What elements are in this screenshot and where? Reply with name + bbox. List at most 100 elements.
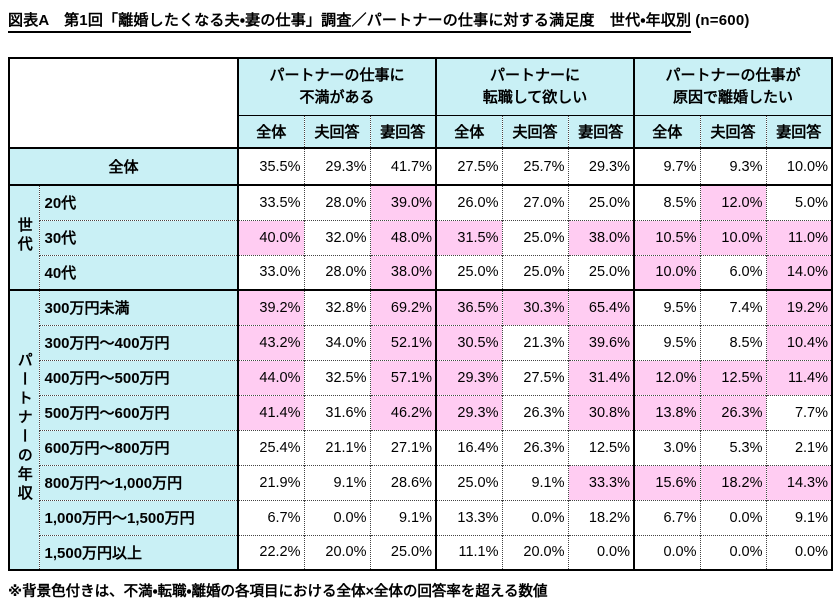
figure-title: 図表A 第1回「離婚したくなる夫・妻の仕事」調査／パートナーの仕事に対する満足度… (8, 9, 750, 33)
value-cell: 9.1% (501, 465, 568, 500)
group-header-line: パートナーの仕事に (269, 67, 405, 84)
section-header-label: パートナーの年収 (15, 352, 33, 504)
value-cell: 14.3% (765, 465, 832, 500)
table-body: 全体 35.5% 29.3% 41.7% 27.5% 25.7% 29.3% 9.7% 9.3%… (8, 148, 832, 570)
value-cell: 9.3% (699, 148, 766, 185)
value-cell: 41.4% (237, 395, 304, 430)
value-cell: 27.0% (501, 185, 568, 220)
value-cell: 3.0% (633, 430, 700, 465)
value-cell: 33.5% (237, 185, 304, 220)
value-cell: 57.1% (369, 360, 436, 395)
value-cell: 44.0% (237, 360, 304, 395)
value-cell: 32.8% (303, 290, 370, 325)
group-header-divorce: パートナーの仕事が 原因で離婚したい (633, 58, 832, 116)
row-label: 500万円～600万円 (38, 395, 238, 430)
row-label: 1,500万円以上 (38, 535, 238, 570)
subheader-wife: 妻回答 (369, 115, 436, 149)
value-cell: 10.0% (699, 220, 766, 255)
value-cell: 10.5% (633, 220, 700, 255)
value-cell: 22.2% (237, 535, 304, 570)
table-row: 400万円～500万円 44.0% 32.5% 57.1% 29.3% 27.5% 31.4… (9, 360, 832, 395)
section-header-generation: 世代 (9, 185, 39, 290)
table-row: パートナーの年収 300万円未満 39.2% 32.8% 69.2% 36.5% 30.3%… (9, 290, 832, 570)
value-cell: 28.6% (369, 465, 436, 500)
value-cell: 12.5% (567, 430, 634, 465)
value-cell: 20.0% (501, 535, 568, 570)
value-cell: 6.0% (699, 255, 766, 290)
group-header-line: パートナーに (489, 67, 580, 84)
value-cell: 12.0% (633, 360, 700, 395)
value-cell: 40.0% (237, 220, 304, 255)
value-cell: 41.7% (369, 148, 436, 185)
value-cell: 0.0% (633, 535, 700, 570)
row-label-total: 全体 (8, 148, 238, 185)
value-cell: 25.0% (435, 255, 502, 290)
subheader-wife: 妻回答 (567, 115, 634, 149)
section-header-label: 世代 (15, 216, 33, 255)
value-cell: 14.0% (765, 255, 832, 290)
value-cell: 29.3% (567, 148, 634, 185)
sample-size: (n=600) (695, 12, 750, 29)
value-cell: 9.1% (765, 500, 832, 535)
table-row-total: 全体 35.5% 29.3% 41.7% 27.5% 25.7% 29.3% 9.7% 9.3%… (8, 148, 832, 185)
row-label: 30代 (38, 220, 238, 255)
row-label: 800万円～1,000万円 (38, 465, 238, 500)
value-cell: 9.1% (369, 500, 436, 535)
value-cell: 6.7% (237, 500, 304, 535)
table-row: 800万円～1,000万円 21.9% 9.1% 28.6% 25.0% 9.1% 33.3… (9, 465, 832, 500)
subheader-total: 全体 (237, 115, 304, 149)
group-header-line: 転職して欲しい (482, 88, 588, 106)
value-cell: 9.7% (633, 148, 700, 185)
value-cell: 27.5% (435, 148, 502, 185)
value-cell: 16.4% (435, 430, 502, 465)
value-cell: 9.5% (633, 325, 700, 360)
subheader-wife: 妻回答 (765, 115, 832, 149)
table-row: 300万円～400万円 43.2% 34.0% 52.1% 30.5% 21.3% 39.6… (9, 325, 832, 360)
figure-title-text: 図表A 第1回「離婚したくなる夫・妻の仕事」調査／パートナーの仕事に対する満足度… (8, 12, 692, 33)
value-cell: 7.7% (765, 395, 832, 430)
value-cell: 9.5% (633, 290, 700, 325)
value-cell: 11.0% (765, 220, 832, 255)
value-cell: 2.1% (765, 430, 832, 465)
value-cell: 12.5% (699, 360, 766, 395)
value-cell: 26.0% (435, 185, 502, 220)
footnote: ※背景色付きは、不満・転職・離婚の各項目における全体×全体の回答率を超える数値 (8, 584, 548, 600)
value-cell: 11.1% (435, 535, 502, 570)
value-cell: 39.0% (369, 185, 436, 220)
group-header-line: 原因で離婚したい (672, 88, 793, 106)
value-cell: 12.0% (699, 185, 766, 220)
table-row: 世代 20代 33.5% 28.0% 39.0% 26.0% 27.0% 25.0% 8.5% 1… (9, 185, 832, 290)
value-cell: 21.9% (237, 465, 304, 500)
value-cell: 18.2% (699, 465, 766, 500)
value-cell: 8.5% (699, 325, 766, 360)
value-cell: 32.0% (303, 220, 370, 255)
value-cell: 7.4% (699, 290, 766, 325)
value-cell: 5.0% (765, 185, 832, 220)
value-cell: 38.0% (567, 220, 634, 255)
value-cell: 39.2% (237, 290, 304, 325)
value-cell: 15.6% (633, 465, 700, 500)
value-cell: 52.1% (369, 325, 436, 360)
value-cell: 43.2% (237, 325, 304, 360)
corner-cell (9, 58, 238, 149)
row-label: 40代 (38, 255, 238, 290)
value-cell: 18.2% (567, 500, 634, 535)
value-cell: 25.0% (501, 255, 568, 290)
value-cell: 25.0% (567, 185, 634, 220)
group-header-line: パートナーの仕事が (665, 67, 801, 84)
subheader-total: 全体 (435, 115, 502, 149)
table-row: 30代 40.0% 32.0% 48.0% 31.5% 25.0% 38.0% 10.5% 10… (9, 220, 832, 255)
subheader-husband: 夫回答 (303, 115, 370, 149)
value-cell: 9.1% (303, 465, 370, 500)
group-header-dissatisfaction: パートナーの仕事に 不満がある (237, 58, 436, 116)
group-header-row: パートナーの仕事に 不満がある パートナーに 転職して欲しい パートナーの仕事が 原因… (9, 58, 832, 149)
value-cell: 46.2% (369, 395, 436, 430)
value-cell: 13.3% (435, 500, 502, 535)
table-row: 1,000万円～1,500万円 6.7% 0.0% 9.1% 13.3% 0.0% 18.2… (9, 500, 832, 535)
value-cell: 0.0% (699, 500, 766, 535)
row-label: 400万円～500万円 (38, 360, 238, 395)
table-row: 40代 33.0% 28.0% 38.0% 25.0% 25.0% 25.0% 10.0% 6.… (9, 255, 832, 290)
value-cell: 28.0% (303, 185, 370, 220)
value-cell: 26.3% (501, 395, 568, 430)
